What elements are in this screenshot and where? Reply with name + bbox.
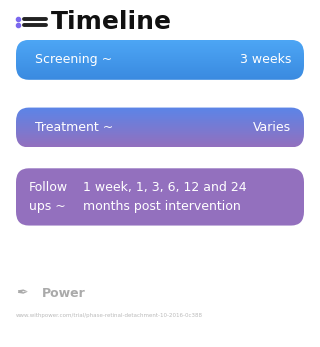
Text: 1 week, 1, 3, 6, 12 and 24
months post intervention: 1 week, 1, 3, 6, 12 and 24 months post i…: [83, 181, 247, 213]
Text: Power: Power: [42, 287, 85, 300]
Text: 3 weeks: 3 weeks: [240, 53, 291, 66]
FancyBboxPatch shape: [16, 168, 304, 226]
Text: Varies: Varies: [253, 121, 291, 134]
Text: Follow
ups ~: Follow ups ~: [29, 181, 68, 213]
Text: ✒: ✒: [17, 286, 28, 300]
Text: Treatment ~: Treatment ~: [35, 121, 114, 134]
Text: Screening ~: Screening ~: [35, 53, 112, 66]
Text: www.withpower.com/trial/phase-retinal-detachment-10-2016-0c388: www.withpower.com/trial/phase-retinal-de…: [16, 313, 203, 318]
Text: Timeline: Timeline: [51, 10, 172, 34]
